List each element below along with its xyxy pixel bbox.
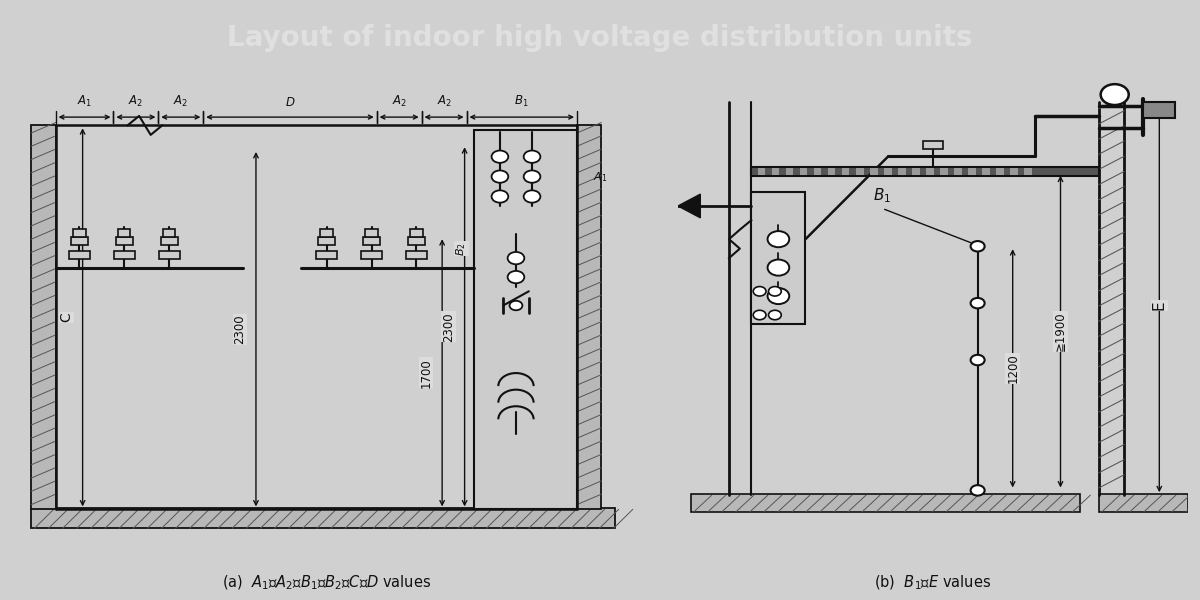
Bar	[912, 168, 919, 175]
Circle shape	[523, 190, 540, 203]
Bar	[31, 508, 616, 528]
Text: (a)  $A_1$、$A_2$、$B_1$、$B_2$、$C$、$D$ values: (a) $A_1$、$A_2$、$B_1$、$B_2$、$C$、$D$ valu…	[222, 574, 431, 592]
Bar	[410, 229, 422, 237]
Bar	[814, 168, 822, 175]
Bar	[406, 251, 427, 259]
Bar	[71, 237, 88, 245]
Circle shape	[508, 271, 524, 283]
Bar	[116, 237, 133, 245]
Bar	[691, 494, 1080, 512]
Bar	[1010, 168, 1018, 175]
Circle shape	[510, 301, 522, 310]
Bar	[856, 168, 864, 175]
Bar	[751, 192, 805, 325]
Circle shape	[768, 260, 790, 275]
Bar	[31, 125, 55, 509]
Bar	[1024, 168, 1032, 175]
Bar	[940, 168, 948, 175]
Circle shape	[768, 310, 781, 320]
Bar	[1144, 101, 1175, 118]
Circle shape	[971, 485, 985, 496]
Circle shape	[754, 310, 766, 320]
Text: 2300: 2300	[442, 312, 455, 341]
Text: $D$: $D$	[284, 96, 295, 109]
Text: (b)  $B_1$、$E$ values: (b) $B_1$、$E$ values	[875, 574, 991, 592]
Text: $A_1$: $A_1$	[593, 170, 607, 184]
Bar	[926, 168, 934, 175]
Text: Layout of indoor high voltage distribution units: Layout of indoor high voltage distributi…	[227, 23, 973, 52]
Circle shape	[768, 231, 790, 247]
Bar	[577, 125, 601, 509]
Circle shape	[1100, 84, 1129, 105]
Bar	[318, 237, 335, 245]
Circle shape	[492, 190, 509, 203]
Bar	[828, 168, 835, 175]
Bar	[70, 251, 90, 259]
Text: $B_2$: $B_2$	[455, 242, 468, 256]
Circle shape	[508, 252, 524, 264]
Bar	[361, 251, 382, 259]
Bar	[996, 168, 1003, 175]
Bar	[799, 168, 808, 175]
Text: $A_2$: $A_2$	[128, 94, 144, 109]
Bar	[317, 251, 337, 259]
Polygon shape	[678, 194, 701, 218]
Bar	[474, 130, 577, 509]
Text: $A_2$: $A_2$	[437, 94, 451, 109]
Bar	[1099, 494, 1188, 512]
Text: C: C	[60, 313, 73, 322]
Bar	[924, 140, 942, 149]
Bar	[786, 168, 793, 175]
Text: 1700: 1700	[420, 358, 432, 388]
Text: $B_1$: $B_1$	[515, 94, 529, 109]
Text: E: E	[1152, 301, 1166, 310]
Text: $A_2$: $A_2$	[391, 94, 407, 109]
Bar	[408, 237, 425, 245]
Bar	[158, 251, 180, 259]
Bar	[751, 167, 1099, 176]
Bar	[114, 251, 134, 259]
Circle shape	[768, 287, 781, 296]
Bar	[842, 168, 850, 175]
Bar	[870, 168, 877, 175]
Bar	[119, 229, 131, 237]
Text: $A_2$: $A_2$	[173, 94, 188, 109]
Circle shape	[971, 355, 985, 365]
Bar	[968, 168, 976, 175]
Bar	[320, 229, 332, 237]
Circle shape	[523, 151, 540, 163]
Circle shape	[492, 151, 509, 163]
Circle shape	[971, 241, 985, 251]
Circle shape	[768, 288, 790, 304]
Bar	[884, 168, 892, 175]
Circle shape	[971, 298, 985, 308]
Text: $B_1$: $B_1$	[872, 186, 892, 205]
Bar	[73, 229, 85, 237]
Bar	[163, 229, 175, 237]
Bar	[898, 168, 906, 175]
Text: 1200: 1200	[1006, 353, 1019, 383]
Bar	[362, 237, 380, 245]
Circle shape	[754, 287, 766, 296]
Text: 2300: 2300	[234, 314, 246, 344]
Bar	[161, 237, 178, 245]
Bar	[757, 168, 766, 175]
Bar	[982, 168, 990, 175]
Text: ≧1900: ≧1900	[1054, 312, 1067, 352]
Bar	[772, 168, 779, 175]
Text: $A_1$: $A_1$	[77, 94, 92, 109]
Bar	[954, 168, 961, 175]
Circle shape	[523, 170, 540, 183]
Text: $A_2$: $A_2$	[500, 146, 515, 160]
Circle shape	[492, 170, 509, 183]
Bar	[366, 229, 378, 237]
Text: $A_1$: $A_1$	[500, 160, 515, 174]
